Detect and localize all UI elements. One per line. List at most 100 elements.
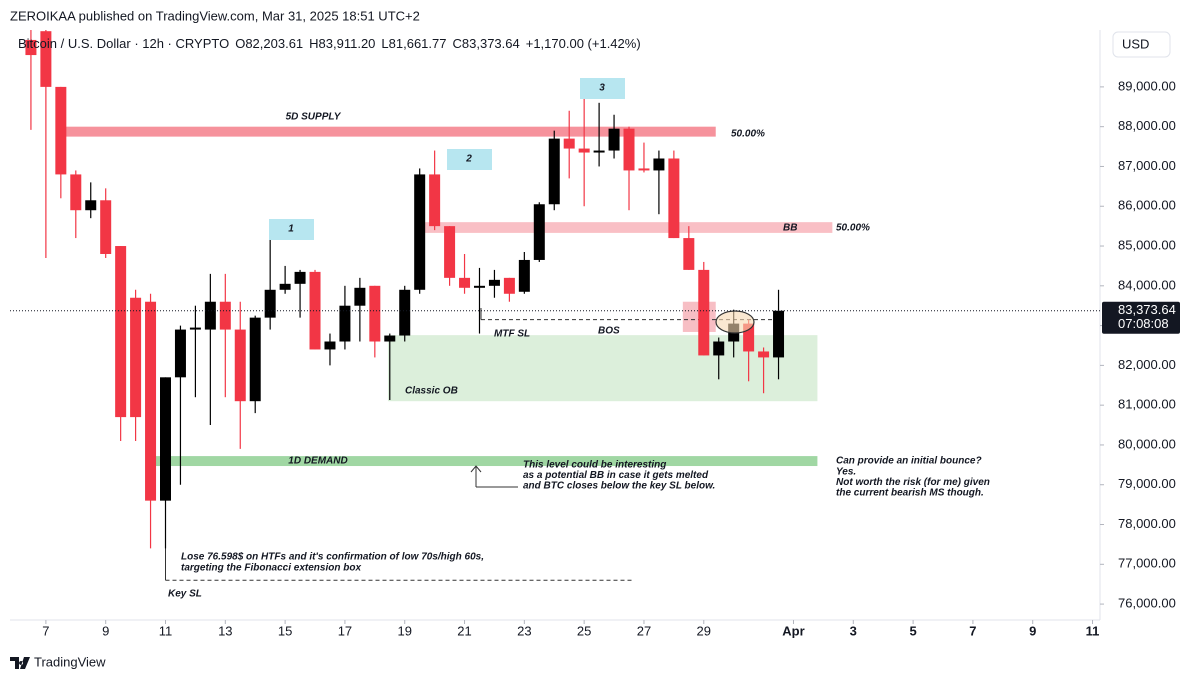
wave-box xyxy=(269,219,314,240)
zone xyxy=(60,126,716,137)
candle-body xyxy=(563,138,575,149)
y-tick-label: 81,000.00 xyxy=(1118,397,1176,412)
zone-side-label: 50.00% xyxy=(731,129,765,140)
candle-body xyxy=(698,269,710,356)
y-tick-label: 79,000.00 xyxy=(1118,476,1176,491)
candle-body xyxy=(160,377,172,501)
arrow xyxy=(470,465,518,488)
candle-body xyxy=(100,200,112,254)
candle-body xyxy=(473,285,485,288)
countdown: 07:08:08 xyxy=(1118,316,1169,331)
x-tick-label: Apr xyxy=(782,623,804,638)
candle-body xyxy=(40,31,52,87)
candle-body xyxy=(55,86,67,175)
currency-box xyxy=(1112,31,1171,58)
zone-label: 5D SUPPLY xyxy=(286,112,342,123)
candle-body xyxy=(70,174,82,211)
candle-body xyxy=(668,158,680,239)
candle-body xyxy=(294,271,306,284)
candle-body xyxy=(578,148,590,153)
last-price-box xyxy=(1102,301,1180,334)
candle-body xyxy=(399,289,411,336)
x-tick-label: 9 xyxy=(102,623,109,638)
currency: USD xyxy=(1122,36,1149,51)
x-tick-label: 21 xyxy=(457,623,471,638)
candle-body xyxy=(234,329,246,402)
candle-body xyxy=(743,323,755,352)
candle-body xyxy=(653,158,665,171)
candle-body xyxy=(174,329,186,378)
note-line: Not worth the risk (for me) given xyxy=(836,477,990,488)
level-label: MTF SL xyxy=(494,329,530,340)
candle-body xyxy=(249,317,261,402)
brand: TradingView xyxy=(34,654,106,669)
candle-body xyxy=(264,289,276,318)
note-line: Lose 76.598$ on HTFs and it's confirmati… xyxy=(181,552,484,563)
candle-body xyxy=(683,238,695,270)
candle-body xyxy=(115,246,127,418)
note-line: This level could be interesting xyxy=(523,460,666,471)
bos-label: BOS xyxy=(598,326,620,337)
candle-body xyxy=(488,279,500,286)
zone xyxy=(155,456,818,467)
x-tick-label: 17 xyxy=(338,623,352,638)
candle-body xyxy=(339,305,351,342)
y-tick-label: 78,000.00 xyxy=(1118,516,1176,531)
zone-label: Classic OB xyxy=(405,386,458,397)
y-tick-label: 82,000.00 xyxy=(1118,357,1176,372)
note-line: Yes. xyxy=(836,466,856,477)
wave-label: 3 xyxy=(599,83,605,94)
y-tick-label: 87,000.00 xyxy=(1118,158,1176,173)
note-line: Can provide an initial bounce? xyxy=(836,456,982,467)
candle-body xyxy=(369,285,381,342)
x-tick-label: 27 xyxy=(637,623,651,638)
candle-body xyxy=(279,283,291,290)
x-tick-label: 7 xyxy=(42,623,49,638)
wave-box xyxy=(580,78,625,99)
candle-body xyxy=(773,310,785,358)
candle-body xyxy=(384,335,396,342)
x-tick-label: 25 xyxy=(577,623,591,638)
candle-body xyxy=(219,301,231,330)
candle-body xyxy=(623,128,635,171)
x-tick-label: 11 xyxy=(1086,623,1100,638)
legend-value: L81,661.77 xyxy=(381,36,446,51)
x-tick-label: 23 xyxy=(517,623,531,638)
note-line: as a potential BB in case it gets melted xyxy=(523,470,709,481)
candle-body xyxy=(85,200,97,211)
candle-body xyxy=(324,341,336,350)
candle-body xyxy=(189,327,201,330)
y-tick-label: 89,000.00 xyxy=(1118,78,1176,93)
y-tick-label: 76,000.00 xyxy=(1118,596,1176,611)
level-label: Key SL xyxy=(168,589,202,600)
legend-value: O82,203.61 xyxy=(235,36,303,51)
candle-body xyxy=(444,226,456,278)
brand-logo xyxy=(10,657,30,669)
last-price-label: 83,373.64 xyxy=(1118,302,1176,317)
legend-value: C83,373.64 xyxy=(453,36,520,51)
y-tick-label: 77,000.00 xyxy=(1118,556,1176,571)
x-tick-label: 29 xyxy=(697,623,711,638)
x-tick-label: 19 xyxy=(397,623,411,638)
legend-value: +1,170.00 (+1.42%) xyxy=(526,36,641,51)
candle-body xyxy=(608,128,620,151)
candle-body xyxy=(713,341,725,356)
x-tick-label: 15 xyxy=(278,623,292,638)
zone-label: 1D DEMAND xyxy=(288,456,347,467)
candle-body xyxy=(145,301,157,501)
y-tick-label: 84,000.00 xyxy=(1118,277,1176,292)
candle-body xyxy=(593,150,605,153)
x-tick-label: 13 xyxy=(218,623,232,638)
note-line: the current bearish MS though. xyxy=(836,488,984,499)
zone-side-label: 50.00% xyxy=(836,223,870,234)
note-line: targeting the Fibonacci extension box xyxy=(181,563,361,574)
wave-box xyxy=(447,149,492,170)
zone-label: BB xyxy=(783,223,797,234)
highlight-ellipse xyxy=(715,310,755,334)
candle-body xyxy=(518,259,530,292)
header: ZEROIKAA published on TradingView.com, M… xyxy=(10,8,420,23)
y-tick-label: 80,000.00 xyxy=(1118,436,1176,451)
note-line: and BTC closes below the key SL below. xyxy=(523,481,715,492)
wave-label: 1 xyxy=(288,224,294,235)
